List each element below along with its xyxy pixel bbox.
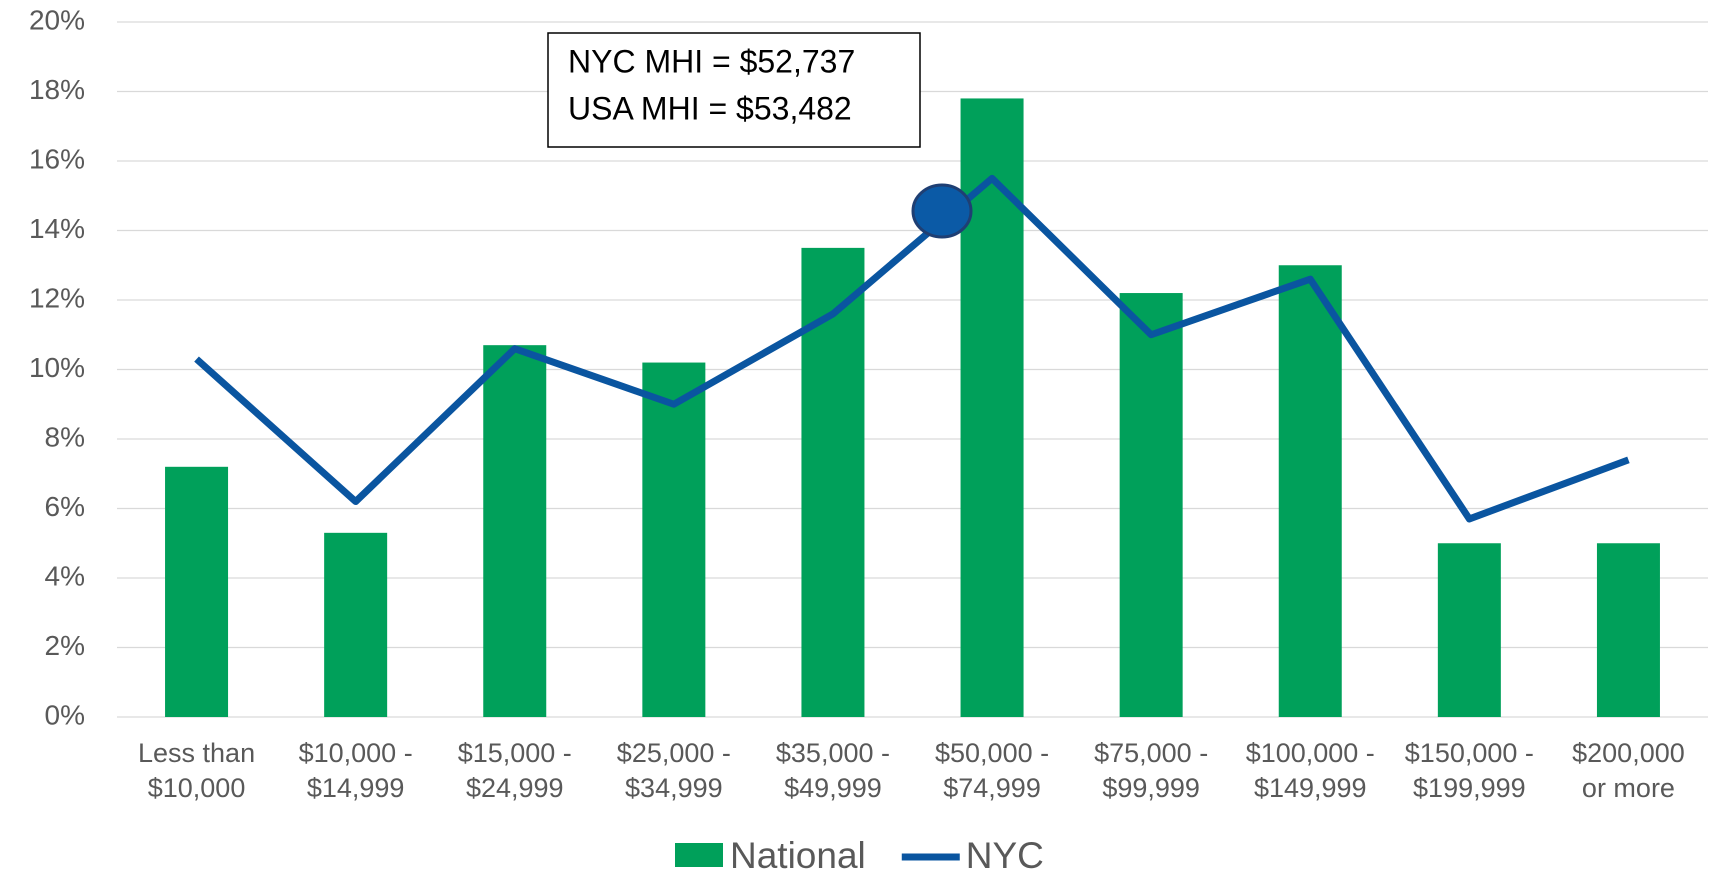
- bar: [165, 466, 229, 717]
- x-tick-label: $25,000 - $34,999: [617, 738, 731, 803]
- bar: [324, 532, 388, 717]
- x-tick-label-line: $10,000 -: [299, 738, 413, 768]
- x-tick-label-line: $15,000 -: [458, 738, 572, 768]
- x-tick-label: $200,000 or more: [1572, 738, 1685, 803]
- x-tick-label-line: $149,999: [1254, 773, 1367, 803]
- legend-swatch: [675, 843, 723, 867]
- annotation-box: [547, 32, 921, 148]
- x-tick-label-line: or more: [1582, 773, 1675, 803]
- line: [194, 174, 1630, 523]
- x-tick-label: $35,000 - $49,999: [776, 738, 890, 803]
- bar: [1437, 543, 1501, 717]
- bar: [483, 345, 547, 717]
- y-tick-label: 10%: [29, 352, 85, 383]
- x-tick-label-line: $75,000 -: [1094, 738, 1208, 768]
- x-tick-label: $150,000 - $199,999: [1405, 738, 1534, 803]
- bar: [960, 98, 1024, 717]
- legend-label: National: [730, 835, 866, 876]
- x-tick-label-line: $74,999: [943, 773, 1041, 803]
- x-tick-label-line: $25,000 -: [617, 738, 731, 768]
- bar: [1278, 265, 1342, 717]
- y-tick-label: 2%: [45, 630, 85, 661]
- x-tick-label-line: $35,000 -: [776, 738, 890, 768]
- x-tick-label: $100,000 - $149,999: [1246, 738, 1375, 803]
- y-tick-label: 12%: [29, 282, 85, 313]
- mhi-marker: [911, 183, 973, 239]
- x-tick-label-line: $100,000 -: [1246, 738, 1375, 768]
- y-tick-label: 18%: [29, 74, 85, 105]
- x-tick-label: Less than $10,000: [138, 738, 255, 803]
- x-tick-label: $10,000 - $14,999: [299, 738, 413, 803]
- x-tick-label-line: $24,999: [466, 773, 564, 803]
- x-tick-label-line: $200,000: [1572, 738, 1685, 768]
- x-tick-label-line: $14,999: [307, 773, 405, 803]
- bar: [1119, 293, 1183, 717]
- annotation: NYC MHI = $52,737: [568, 43, 855, 79]
- x-tick-label: $50,000 - $74,999: [935, 738, 1049, 803]
- x-tick-label-line: $199,999: [1413, 773, 1526, 803]
- x-tick-label: $75,000 - $99,999: [1094, 738, 1208, 803]
- x-tick-label-line: $150,000 -: [1405, 738, 1534, 768]
- legend-label: NYC: [966, 835, 1044, 876]
- y-tick-label: 16%: [29, 143, 85, 174]
- bar: [801, 247, 865, 717]
- x-tick-label-line: $10,000: [148, 773, 246, 803]
- y-tick-label: 8%: [45, 421, 85, 452]
- x-tick-label-line: $49,999: [784, 773, 882, 803]
- x-tick-label-line: $34,999: [625, 773, 723, 803]
- y-tick-label: 14%: [29, 213, 85, 244]
- y-tick-label: 0%: [45, 699, 85, 730]
- bar: [642, 362, 706, 717]
- y-tick-label: 4%: [45, 560, 85, 591]
- x-tick-label: $15,000 - $24,999: [458, 738, 572, 803]
- y-tick-label: 6%: [45, 491, 85, 522]
- y-tick-label: 20%: [29, 4, 85, 35]
- x-tick-label-line: Less than: [138, 738, 255, 768]
- x-tick-label-line: $50,000 -: [935, 738, 1049, 768]
- annotation: USA MHI = $53,482: [568, 90, 852, 126]
- bar: [1596, 543, 1660, 717]
- x-tick-label-line: $99,999: [1102, 773, 1200, 803]
